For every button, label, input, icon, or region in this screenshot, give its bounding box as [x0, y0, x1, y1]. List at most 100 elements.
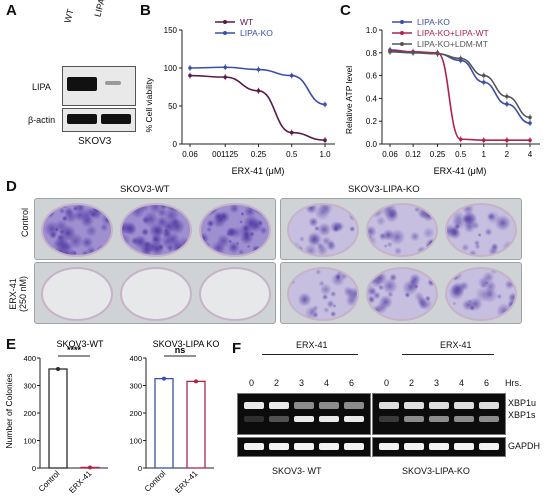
gel-band-xbp1u — [344, 402, 364, 409]
c-ytick-label: 0.2 — [366, 117, 378, 126]
e-bar — [154, 377, 174, 469]
well — [366, 267, 438, 321]
gel-band-gapdh — [429, 443, 449, 450]
b-ytick-label: 0 — [173, 140, 178, 149]
row-label-beta-actin: β-actin — [28, 115, 56, 125]
well — [120, 267, 192, 321]
gel-band-xbp1s — [479, 416, 499, 422]
f-timepoint-label: 6 — [484, 378, 490, 388]
gel-band-xbp1s — [269, 416, 289, 422]
e-category-label: ERX-41 — [173, 469, 200, 496]
c-legend-marker — [400, 31, 404, 35]
gel-band-xbp1s — [454, 416, 474, 422]
b-ytick-label: 50 — [168, 102, 177, 111]
gel-band-xbp1s — [344, 416, 364, 422]
f-timepoint-label: 2 — [409, 378, 415, 388]
e-title: SKOV3-WT — [56, 339, 104, 349]
panel-c-chart: Relative ATP level 0.0 0.2 0.4 0.6 0.8 1.0 0.… — [344, 17, 540, 176]
e-ytick-label: 0 — [138, 464, 142, 473]
blot-caption: SKOV3 — [78, 136, 112, 147]
d-row-erx-line1: ERX-41 — [8, 278, 18, 310]
well — [41, 203, 113, 257]
e-category-label: Control — [37, 469, 62, 494]
well — [287, 203, 359, 257]
gel-xbp1-ko — [372, 393, 506, 435]
gel-band-xbp1u — [244, 402, 264, 409]
plate-ko-control — [280, 198, 522, 260]
d-row-erx-line2: (250 nM) — [18, 275, 28, 312]
f-caption-ko: SKOV3-LIPA-KO — [402, 466, 470, 476]
panel-letter-f: F — [232, 340, 242, 357]
f-caption-wt: SKOV3- WT — [272, 466, 322, 476]
blot-lipa — [62, 66, 136, 106]
c-legend-label: LIPA-KO+LDM-MT — [417, 39, 488, 49]
f-timepoint-label: 0 — [384, 378, 390, 388]
well — [366, 203, 438, 257]
e-significance: **** — [67, 345, 82, 355]
well — [445, 203, 517, 257]
blot-beta-actin — [62, 108, 136, 132]
e-ylabel: Number of Colonies — [4, 373, 14, 448]
c-legend-marker — [400, 20, 404, 24]
e-ytick-label: 300 — [129, 382, 142, 391]
f-timepoint-label: 3 — [434, 378, 440, 388]
e-significance: ns — [175, 345, 186, 355]
row-label-lipa: LIPA — [32, 82, 51, 92]
f-bracket-left — [262, 354, 358, 355]
band-lipa-ko — [105, 81, 121, 85]
e-ytick-label: 100 — [129, 437, 142, 446]
f-timepoint-label: 0 — [249, 378, 255, 388]
well — [41, 267, 113, 321]
gel-band-gapdh — [479, 443, 499, 450]
d-title-ko: SKOV3-LIPA-KO — [348, 184, 420, 195]
e-bar-point — [194, 379, 198, 384]
gel-band-gapdh — [454, 443, 474, 450]
c-legend-marker — [400, 42, 404, 46]
c-ytick-label: 0.4 — [366, 94, 378, 103]
panel-b-chart: % Cell viability 0 50 100 150 0.06 001125 0.2… — [144, 17, 335, 176]
c-xtick-label: 0.06 — [382, 150, 398, 159]
gel-band-gapdh — [379, 443, 399, 450]
b-legend-label: LIPA-KO — [240, 28, 273, 38]
c-ylabel: Relative ATP level — [344, 66, 354, 134]
f-label-xbp1s: XBP1s — [508, 410, 536, 420]
f-label-xbp1u: XBP1u — [508, 398, 537, 408]
e-ytick-label: 100 — [23, 437, 36, 446]
lane-label-wt: WT — [62, 7, 76, 25]
well — [287, 267, 359, 321]
gel-gapdh-wt — [237, 437, 371, 457]
gel-band-xbp1s — [319, 416, 339, 422]
b-xtick-label: 1.0 — [319, 150, 331, 159]
gel-band-gapdh — [404, 443, 424, 450]
f-timepoint-label: 3 — [299, 378, 305, 388]
e-bar — [186, 380, 206, 469]
c-xtick-label: 0.25 — [430, 150, 446, 159]
plate-ko-erx — [280, 262, 522, 324]
e-bar-point — [56, 367, 60, 371]
c-ytick-label: 0.6 — [366, 72, 378, 81]
gel-band-gapdh — [294, 443, 314, 450]
well — [445, 267, 517, 321]
c-ytick-label: 1.0 — [366, 26, 378, 35]
well — [199, 203, 271, 257]
e-ytick-label: 300 — [23, 382, 36, 391]
c-xtick-label: 2 — [505, 150, 510, 159]
c-legend-label: LIPA-KO — [417, 17, 450, 27]
e-category-label: ERX-41 — [67, 469, 94, 496]
band-actin-wt — [67, 114, 97, 124]
c-xtick-label: 1 — [482, 150, 487, 159]
f-label-gapdh: GAPDH — [508, 441, 541, 451]
b-legend-marker — [223, 20, 227, 24]
gel-band-gapdh — [244, 443, 264, 450]
well — [120, 203, 192, 257]
gel-band-xbp1u — [294, 402, 314, 409]
e-ytick-label: 0 — [32, 464, 36, 473]
gel-band-xbp1u — [319, 402, 339, 409]
plate-wt-erx — [34, 262, 276, 324]
panel-letter-e: E — [6, 336, 17, 353]
b-xtick-label: 001125 — [212, 150, 239, 159]
gel-band-gapdh — [344, 443, 364, 450]
gel-band-xbp1u — [454, 402, 474, 409]
f-hrs: Hrs. — [505, 378, 522, 388]
b-ytick-label: 100 — [164, 64, 178, 73]
